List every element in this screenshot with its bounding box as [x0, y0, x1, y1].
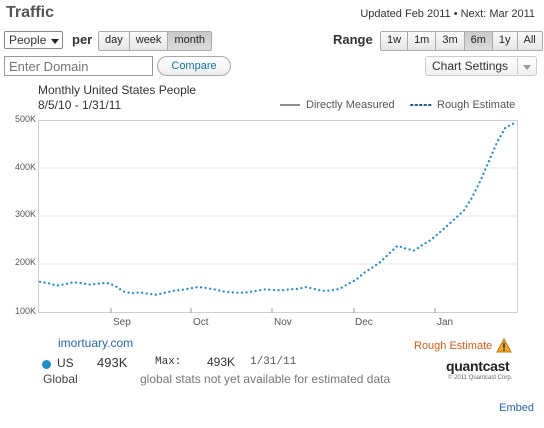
chart-date-range: 8/5/10 - 1/31/11 [38, 98, 122, 112]
range-label: Range [333, 32, 373, 47]
chart-plot-area [38, 120, 518, 313]
solid-line-legend-icon [280, 104, 300, 106]
global-label: Global [43, 372, 78, 386]
rough-estimate-series-line [38, 122, 516, 296]
metric-select-value: People [9, 33, 47, 47]
y-tick-label: 400K [14, 162, 36, 172]
max-label: Max: [155, 356, 182, 368]
us-value: 493K [97, 355, 128, 370]
period-week-button[interactable]: week [129, 32, 169, 50]
compare-button[interactable]: Compare [157, 56, 231, 76]
y-tick-label: 500K [14, 114, 36, 124]
chart-title: Monthly United States People [38, 83, 197, 97]
chevron-down-icon [523, 65, 531, 70]
chart-settings-label: Chart Settings [432, 59, 509, 73]
us-label: US [57, 356, 74, 370]
page-title: Traffic [6, 4, 55, 21]
update-status: Updated Feb 2011 • Next: Mar 2011 [360, 8, 535, 20]
range-1m-button[interactable]: 1m [408, 32, 437, 50]
embed-link[interactable]: Embed [499, 402, 534, 414]
chart-settings-dropdown[interactable]: Chart Settings [425, 56, 537, 76]
metric-select[interactable]: People [4, 31, 63, 49]
max-value: 493K [207, 355, 236, 369]
legend-directly-measured: Directly Measured [306, 99, 395, 111]
x-tick-label: Jan [437, 317, 454, 328]
period-month-button[interactable]: month [168, 32, 212, 50]
divider [517, 58, 518, 74]
copyright: © 2011 Quantcast Corp. [448, 375, 513, 381]
range-toggle: 1w 1m 3m 6m 1y All [380, 31, 543, 51]
range-1y-button[interactable]: 1y [492, 32, 518, 50]
domain-input[interactable] [4, 56, 153, 76]
max-date: 1/31/11 [250, 356, 297, 368]
x-tick-label: Oct [193, 317, 209, 328]
us-series-marker [42, 360, 51, 369]
y-tick-label: 300K [14, 209, 36, 219]
period-day-button[interactable]: day [99, 32, 130, 50]
range-1w-button[interactable]: 1w [381, 32, 409, 50]
site-link[interactable]: imortuary.com [58, 336, 134, 350]
rough-estimate-link[interactable]: Rough Estimate [414, 340, 493, 352]
y-tick-label: 100K [14, 306, 36, 316]
warning-icon [496, 338, 512, 353]
range-all-button[interactable]: All [517, 32, 542, 50]
range-6m-button[interactable]: 6m [464, 32, 493, 50]
global-note: global stats not yet available for estim… [140, 372, 391, 386]
dotted-line-legend-icon [410, 104, 434, 106]
quantcast-logo: quantcast [446, 358, 510, 374]
range-3m-button[interactable]: 3m [436, 32, 465, 50]
period-toggle: day week month [98, 31, 213, 51]
x-tick-label: Dec [355, 317, 373, 328]
legend-rough-estimate: Rough Estimate [437, 99, 516, 111]
per-label: per [72, 32, 93, 47]
x-tick-label: Sep [113, 317, 131, 328]
chevron-down-icon [51, 39, 59, 44]
y-tick-label: 200K [14, 257, 36, 267]
x-tick-label: Nov [274, 317, 292, 328]
